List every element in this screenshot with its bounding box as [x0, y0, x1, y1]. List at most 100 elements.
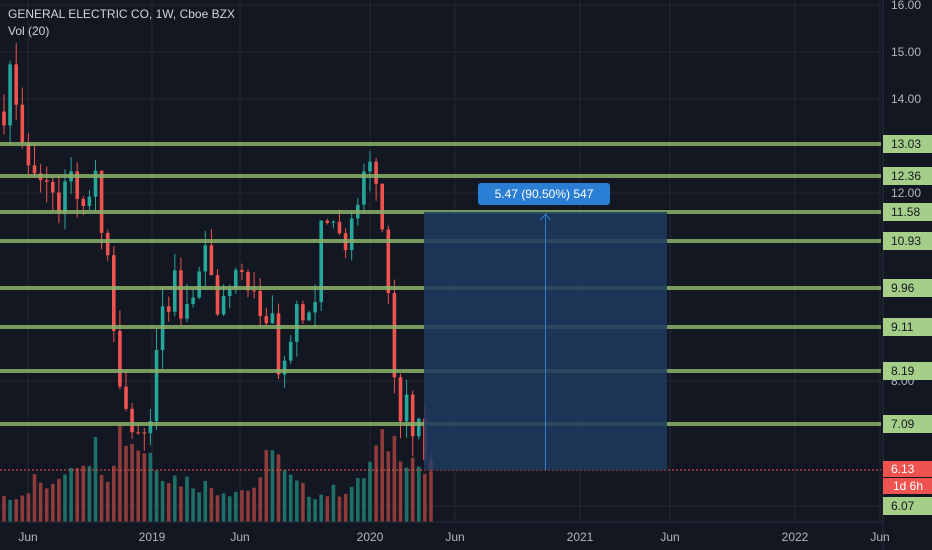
volume-bar: [343, 493, 348, 522]
candle-body: [246, 271, 250, 291]
level-price-tag: [883, 167, 932, 185]
candle-body: [252, 290, 256, 292]
candle-body: [398, 377, 403, 422]
candle-body: [99, 170, 104, 233]
candle-body: [331, 221, 336, 223]
volume-bar: [234, 491, 238, 522]
volume-bar: [105, 481, 110, 522]
level-price-tag-label: 9.11: [891, 320, 914, 334]
level-price-tag: [883, 279, 932, 297]
candle-body: [227, 288, 232, 297]
level-price-tag: [883, 203, 932, 221]
candle-body: [130, 408, 134, 433]
level-price-tag: [883, 318, 932, 336]
candle-body: [209, 245, 214, 276]
candle-body: [362, 171, 366, 205]
time-axis-tick: 2020: [357, 530, 384, 544]
volume-bar: [337, 496, 342, 522]
candle-body: [221, 296, 226, 315]
candle-body: [20, 104, 25, 143]
volume-bar: [374, 445, 378, 522]
volume-bar: [2, 496, 6, 522]
level-price-tag-label: 11.58: [891, 205, 920, 219]
candle-body: [258, 290, 262, 317]
volume-bar: [191, 488, 195, 522]
current-price-tag-label: 6.13: [891, 462, 915, 476]
volume-bar: [331, 484, 336, 522]
volume-bar: [197, 492, 201, 522]
candle-body: [319, 220, 323, 303]
volume-bar: [386, 451, 391, 522]
candle-body: [44, 180, 49, 182]
candle-body: [142, 432, 147, 434]
candle-body: [307, 312, 311, 321]
candle-body: [81, 198, 86, 206]
candle-body: [404, 394, 409, 422]
volume-bar: [295, 480, 299, 522]
level-price-tag-label: 10.93: [891, 234, 921, 248]
candle-body: [282, 360, 287, 375]
candle-body: [410, 394, 415, 437]
candle-body: [386, 229, 391, 294]
candle-body: [325, 220, 330, 223]
volume-bar: [307, 496, 311, 522]
candle-body: [264, 316, 269, 324]
candle-body: [392, 293, 397, 378]
low-level-tag: [883, 497, 932, 515]
volume-bar: [282, 470, 287, 522]
level-price-tag-label: 9.96: [891, 281, 915, 295]
measure-arrow-head: [540, 213, 551, 221]
time-axis-tick: 2021: [567, 530, 594, 544]
candle-body: [14, 64, 18, 105]
candle-body: [2, 111, 6, 126]
volume-bar: [44, 488, 49, 522]
level-price-tag-label: 7.09: [891, 417, 915, 431]
candle-body: [276, 313, 281, 375]
candle-body: [270, 313, 275, 324]
volume-bar: [258, 477, 262, 522]
level-price-tag: [883, 362, 932, 380]
candle-body: [295, 304, 299, 342]
volume-bar: [93, 436, 98, 522]
time-axis-tick: 2019: [139, 530, 166, 544]
candle-body: [301, 304, 305, 321]
volume-bar: [124, 445, 128, 522]
symbol-title[interactable]: GENERAL ELECTRIC CO, 1W, Cboe BZX: [8, 7, 235, 21]
candle-body: [93, 170, 98, 197]
price-axis-tick: 12.00: [891, 186, 921, 200]
volume-bar: [301, 482, 305, 522]
volume-indicator-label[interactable]: Vol (20): [8, 24, 50, 38]
volume-bar: [227, 496, 232, 522]
volume-bar: [398, 461, 403, 522]
volume-bar: [276, 454, 281, 522]
candle-body: [148, 421, 153, 434]
measure-tooltip-label: 5.47 (90.50%) 547: [495, 187, 594, 201]
volume-bar: [57, 478, 61, 522]
candle-body: [417, 418, 421, 437]
candle-body: [337, 221, 342, 234]
volume-bar: [417, 466, 421, 522]
candle-body: [185, 304, 189, 319]
candle-body: [87, 196, 92, 206]
time-axis-tick: Jun: [445, 530, 464, 544]
candle-body: [112, 255, 116, 331]
candle-body: [32, 165, 37, 174]
candle-body: [368, 161, 372, 172]
volume-bar: [368, 461, 372, 522]
candle-body: [313, 302, 317, 313]
volume-bar: [404, 467, 409, 522]
volume-bar: [26, 493, 31, 522]
volume-bar: [160, 480, 165, 522]
candle-body: [203, 245, 208, 272]
price-axis-tick: 14.00: [891, 92, 921, 106]
time-axis-tick: 2022: [782, 530, 809, 544]
volume-bar: [173, 475, 177, 522]
volume-bar: [270, 450, 275, 522]
level-price-tag-label: 12.36: [891, 169, 921, 183]
level-price-tag-label: 8.19: [891, 364, 915, 378]
volume-bar: [63, 474, 67, 522]
volume-bar: [112, 465, 116, 522]
volume-bar: [142, 453, 147, 522]
